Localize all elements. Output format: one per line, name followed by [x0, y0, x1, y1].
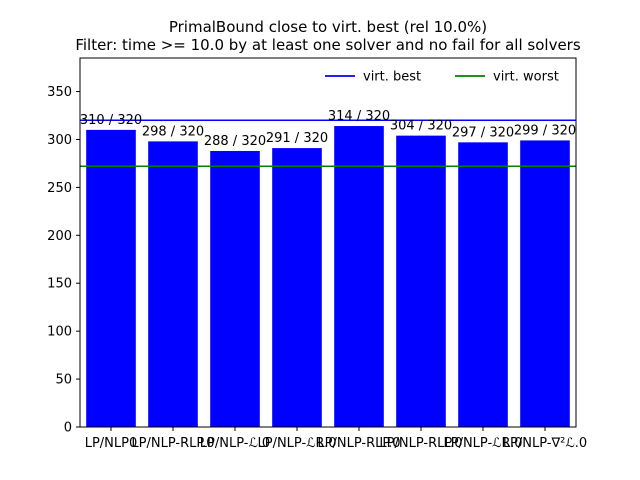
y-tick-label: 200 — [47, 229, 72, 244]
y-tick-label: 350 — [47, 85, 72, 100]
legend-label: virt. worst — [493, 70, 559, 85]
data-label: 314 / 320 — [328, 109, 390, 124]
bar — [210, 150, 260, 428]
axes-frame — [79, 57, 577, 428]
bar — [520, 140, 570, 428]
bar — [272, 148, 322, 427]
y-tick-label: 150 — [47, 277, 72, 292]
x-tick-label: LP/NLP-RLP.0 — [131, 436, 214, 451]
data-label: 310 / 320 — [80, 113, 142, 128]
x-tick-label: LP/NLP-∇²ℒ.0 — [503, 436, 587, 451]
y-tick-label: 50 — [55, 373, 72, 388]
x-tick-label: LP/NLP0 — [85, 436, 138, 451]
bar — [334, 126, 384, 427]
data-label: 297 / 320 — [452, 125, 514, 140]
x-tick-label: LP/NLP-ℒR.0 — [443, 436, 522, 451]
data-label: 299 / 320 — [514, 123, 576, 138]
y-tick-label: 100 — [47, 325, 72, 340]
x-tick-label: LP/NLP-ℒ.0 — [200, 436, 270, 451]
bar — [458, 142, 508, 428]
x-tick-label: LP/NLP-ℒR.0 — [257, 436, 336, 451]
y-tick-label: 300 — [47, 133, 72, 148]
bar — [396, 135, 446, 427]
y-tick-label: 0 — [64, 421, 72, 436]
y-tick-label: 250 — [47, 181, 72, 196]
x-tick-label: LP/NLP-RLP.0 — [379, 436, 462, 451]
bar — [86, 129, 136, 427]
legend-label: virt. best — [363, 70, 421, 85]
chart-title: PrimalBound close to virt. best (rel 10.… — [169, 18, 487, 36]
chart-subtitle: Filter: time >= 10.0 by at least one sol… — [75, 36, 581, 54]
data-label: 291 / 320 — [266, 131, 328, 146]
x-tick-label: LP/NLP-RLP.0 — [317, 436, 400, 451]
bar — [148, 141, 198, 428]
data-label: 304 / 320 — [390, 119, 452, 134]
data-label: 288 / 320 — [204, 134, 266, 149]
data-label: 298 / 320 — [142, 124, 204, 139]
